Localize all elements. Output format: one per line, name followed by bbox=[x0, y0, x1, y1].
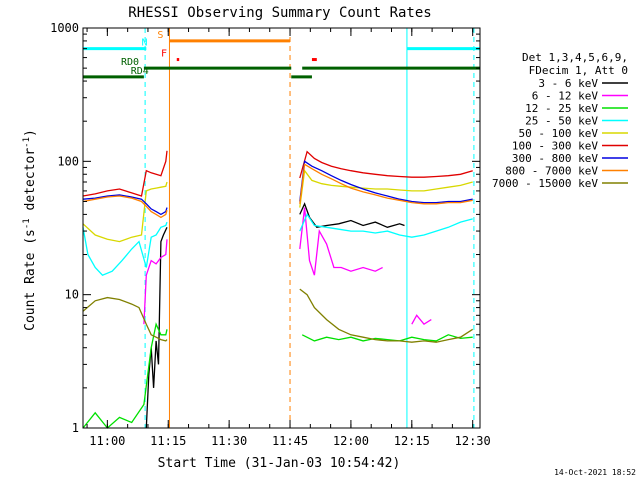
series-line-8-seg-0 bbox=[82, 296, 168, 342]
series-line-5-seg-1 bbox=[299, 150, 473, 179]
series-line-6-seg-1 bbox=[299, 160, 473, 204]
y-axis-label-suffix: ) bbox=[23, 129, 38, 137]
x-tick-label-6: 12:30 bbox=[455, 434, 491, 448]
y-axis-label-sup2: -1 bbox=[22, 137, 32, 148]
legend-entry-5: 100 - 300 keV bbox=[512, 140, 598, 153]
series-line-1-seg-0 bbox=[143, 239, 168, 325]
plot-frame bbox=[82, 27, 481, 429]
series-line-2-seg-0 bbox=[82, 322, 168, 429]
series-line-0-seg-0 bbox=[145, 227, 168, 429]
x-axis-label: Start Time (31-Jan-03 10:54:42) bbox=[158, 456, 401, 471]
x-tick-label-3: 11:45 bbox=[272, 434, 308, 448]
vertical-markers-group bbox=[144, 28, 475, 428]
legend-entry-4: 50 - 100 keV bbox=[519, 127, 599, 140]
footer-date: 14-Oct-2021 18:52 bbox=[554, 468, 636, 477]
x-tick-label-2: 11:30 bbox=[211, 434, 247, 448]
legend-header-1: FDecim 1, Att 0 bbox=[529, 64, 628, 77]
y-tick-label-1: 10 bbox=[65, 288, 79, 302]
series-group bbox=[82, 150, 474, 429]
legend-entry-1: 6 - 12 keV bbox=[532, 90, 599, 103]
legend-entry-3: 25 - 50 keV bbox=[525, 115, 598, 128]
legend-entry-8: 7000 - 15000 keV bbox=[492, 177, 598, 190]
series-line-7-seg-1 bbox=[299, 163, 473, 205]
x-tick-label-1: 11:15 bbox=[150, 434, 186, 448]
series-line-7-seg-0 bbox=[82, 195, 168, 219]
series-line-2-seg-1 bbox=[301, 334, 473, 342]
series-line-0-seg-1 bbox=[299, 202, 405, 229]
state-bar-label-4: RD4 bbox=[131, 66, 149, 77]
series-line-6-seg-0 bbox=[82, 194, 168, 216]
series-line-3-seg-0 bbox=[82, 221, 168, 276]
legend-entry-6: 300 - 800 keV bbox=[512, 152, 598, 165]
x-tick-label-5: 12:15 bbox=[394, 434, 430, 448]
series-line-1-seg-1 bbox=[299, 207, 383, 276]
y-tick-label-2: 100 bbox=[57, 154, 79, 168]
y-tick-label-0: 1 bbox=[72, 421, 79, 435]
chart-title: RHESSI Observing Summary Count Rates bbox=[128, 5, 431, 21]
state-bar-label-2: F bbox=[161, 49, 167, 60]
series-line-5-seg-0 bbox=[82, 150, 168, 197]
series-line-1-seg-2 bbox=[411, 314, 432, 326]
series-line-4-seg-0 bbox=[82, 181, 168, 243]
y-axis-label-prefix: Count Rate (s bbox=[23, 229, 38, 331]
legend: Det 1,3,4,5,6,9,FDecim 1, Att 03 - 6 keV… bbox=[492, 51, 628, 190]
legend-entry-7: 800 - 7000 keV bbox=[505, 165, 598, 178]
legend-entry-0: 3 - 6 keV bbox=[538, 77, 598, 90]
state-bar-label-1: S bbox=[157, 30, 163, 41]
axes-group: 11:00 11:15 11:30 11:45 12:00 12:15 12:30 1 10 10… bbox=[50, 21, 491, 448]
y-tick-label-3: 1000 bbox=[50, 21, 79, 35]
x-tick-label-0: 11:00 bbox=[89, 434, 125, 448]
state-bar-label-3: RD0 bbox=[121, 57, 139, 68]
series-line-4-seg-1 bbox=[299, 169, 473, 208]
series-line-8-seg-1 bbox=[299, 288, 474, 343]
y-axis-label-sup1: -1 bbox=[22, 218, 32, 229]
y-axis-label: Count Rate (s-1 detector-1) bbox=[22, 129, 38, 331]
legend-entry-2: 12 - 25 keV bbox=[525, 102, 598, 115]
series-line-3-seg-1 bbox=[299, 213, 473, 238]
x-tick-label-4: 12:00 bbox=[333, 434, 369, 448]
legend-header-0: Det 1,3,4,5,6,9, bbox=[522, 51, 628, 64]
y-axis-label-mid: detector bbox=[23, 148, 38, 219]
state-bar-label-0: N bbox=[142, 38, 148, 49]
